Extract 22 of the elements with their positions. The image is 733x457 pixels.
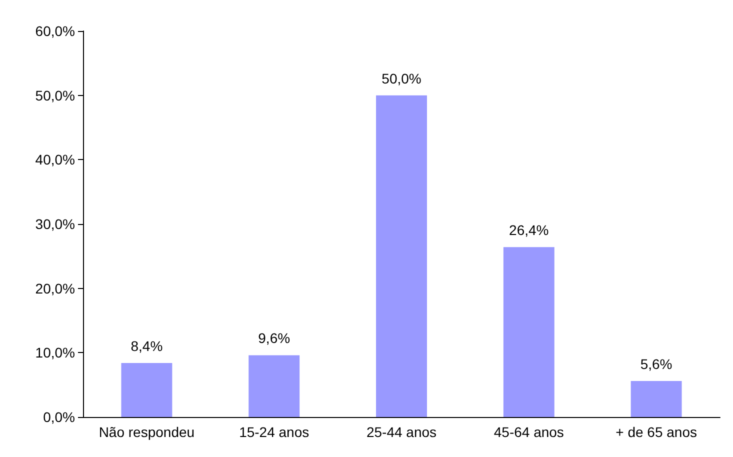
bar xyxy=(121,362,172,417)
y-tick-label: 20,0% xyxy=(35,280,75,296)
data-label: 8,4% xyxy=(130,338,163,354)
x-tick-label: 45-64 anos xyxy=(494,424,564,440)
data-label: 26,4% xyxy=(509,222,549,238)
bar xyxy=(503,247,554,417)
y-tick-label: 60,0% xyxy=(35,23,75,39)
y-tick-label: 50,0% xyxy=(35,87,75,104)
x-tick-label: 25-44 anos xyxy=(366,424,437,440)
data-label: 9,6% xyxy=(258,330,290,346)
y-tick-label: 30,0% xyxy=(35,216,75,232)
data-label: 5,6% xyxy=(640,356,672,372)
bar xyxy=(630,380,682,417)
data-label: 50,0% xyxy=(382,70,422,86)
bar xyxy=(376,95,427,417)
x-tick-label: + de 65 anos xyxy=(616,424,697,440)
y-tick-label: 0,0% xyxy=(43,409,75,425)
x-tick-label: 15-24 anos xyxy=(239,424,310,440)
bar xyxy=(248,355,300,417)
y-tick-label: 40,0% xyxy=(35,152,75,168)
y-tick-label: 10,0% xyxy=(35,344,75,361)
x-tick-label: Não respondeu xyxy=(98,424,195,440)
